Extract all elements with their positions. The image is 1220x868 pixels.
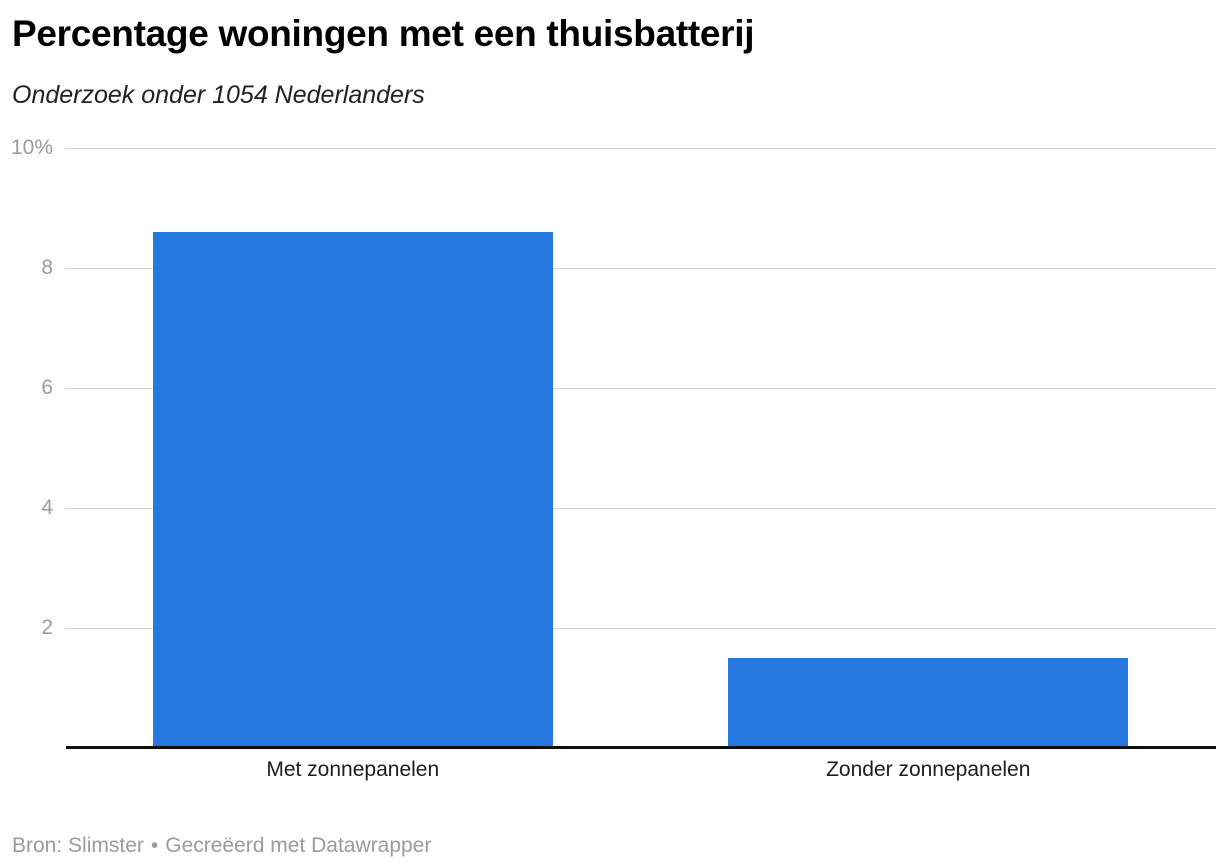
gridline-4 [65,507,1216,509]
chart-subtitle: Onderzoek onder 1054 Nederlanders [12,81,425,109]
source-link[interactable]: Bron: Slimster [12,834,144,857]
y-axis-tick-label-4: 4 [41,496,53,519]
chart-title: Percentage woningen met een thuisbatteri… [12,13,755,54]
attribution-link[interactable]: Gecreëerd met Datawrapper [165,834,432,857]
bar-zonder-zonnepanelen [728,658,1129,748]
y-axis-tick-label-10-: 10% [10,136,53,159]
plot-area [65,147,1216,749]
gridline-6 [65,387,1216,389]
gridline-8 [65,267,1216,269]
x-axis-label-met-zonnepanelen: Met zonnepanelen [266,758,440,781]
gridline-2 [65,627,1216,629]
x-axis-label-zonder-zonnepanelen: Zonder zonnepanelen [826,758,1031,781]
y-axis-tick-label-2: 2 [41,616,53,639]
y-axis-tick-label-6: 6 [41,376,53,399]
chart-footer: Bron: Slimster • Gecreëerd met Datawrapper [12,833,431,859]
footer-separator: • [150,834,159,857]
y-axis-tick-label-8: 8 [41,256,53,279]
gridline-10- [65,147,1216,149]
x-axis-line [66,746,1216,749]
bar-met-zonnepanelen [152,232,553,748]
